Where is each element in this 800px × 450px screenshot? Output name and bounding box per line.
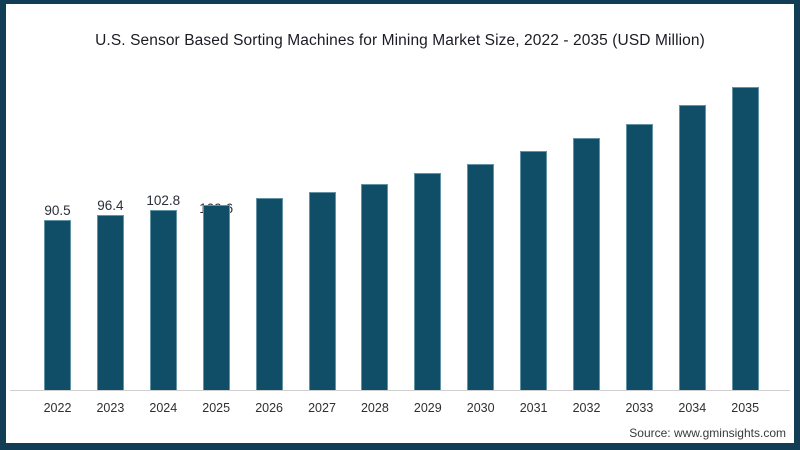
- x-tick-2027: 2027: [308, 401, 336, 415]
- bar-2035: [731, 87, 759, 390]
- x-tick-2029: 2029: [413, 401, 442, 415]
- x-tick-2022: 2022: [43, 401, 72, 415]
- bar-2027: [308, 192, 336, 390]
- bar-2031: [520, 151, 548, 390]
- bar-2032: [573, 138, 600, 390]
- x-tick-2028: 2028: [360, 401, 389, 415]
- x-axis-line: [10, 390, 790, 391]
- bar-2028: [361, 184, 389, 390]
- bar-2030: [467, 163, 495, 390]
- x-tick-2025: 2025: [202, 401, 231, 415]
- data-label-2024: 102.8: [146, 192, 181, 208]
- bar-2034: [678, 105, 706, 390]
- source-attribution: Source: www.gminsights.com: [629, 426, 786, 440]
- plot-area: 90.5202296.42023102.82024109.62025202620…: [6, 4, 794, 443]
- x-tick-2031: 2031: [519, 401, 548, 415]
- x-tick-2035: 2035: [731, 401, 760, 415]
- bar-2022: [44, 220, 71, 390]
- bar-2026: [255, 198, 283, 390]
- chart-title: U.S. Sensor Based Sorting Machines for M…: [95, 32, 705, 49]
- bar-2033: [625, 123, 653, 390]
- x-tick-2030: 2030: [466, 401, 495, 415]
- x-tick-2033: 2033: [625, 401, 654, 415]
- x-tick-2024: 2024: [149, 401, 178, 415]
- bar-2029: [414, 173, 442, 390]
- x-tick-2034: 2034: [678, 401, 707, 415]
- bar-2025: [202, 204, 230, 390]
- bar-2024: [149, 210, 177, 390]
- bar-2023: [96, 215, 124, 390]
- data-label-2023: 96.4: [97, 197, 124, 213]
- x-tick-2026: 2026: [255, 401, 283, 415]
- x-tick-2032: 2032: [572, 401, 601, 415]
- data-label-2022: 90.5: [44, 202, 71, 218]
- x-tick-2023: 2023: [96, 401, 125, 415]
